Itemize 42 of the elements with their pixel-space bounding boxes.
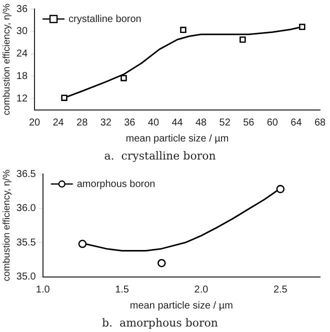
x-tick-label: 60	[266, 118, 278, 129]
x-tick-label: 20	[28, 118, 41, 129]
legend-label: amorphous boron	[76, 178, 156, 190]
x-axis-title: mean particle size / µm	[130, 300, 233, 312]
x-tick-label: 40	[148, 118, 160, 129]
x-tick-label: 48	[195, 118, 208, 129]
x-tick-label: 52	[219, 118, 231, 129]
y-tick-label: 30	[16, 26, 28, 38]
x-tick-label: 32	[100, 118, 112, 129]
point	[180, 26, 186, 34]
text: b. amorphous boron	[102, 316, 218, 330]
y-tick-label: 36	[16, 4, 28, 15]
y-tick-label: 35.0	[16, 272, 36, 283]
x-tick-label: 36	[124, 118, 136, 129]
x-tick-label: 68	[314, 118, 326, 129]
x-tick-label: 44	[172, 118, 184, 129]
y-tick-label: 36.5	[16, 168, 36, 180]
x-axis-title: mean particle size / µm	[126, 134, 229, 145]
point	[78, 240, 87, 248]
x-tick-label: 2.0	[194, 284, 209, 296]
legend-label: crystalline boron	[68, 14, 142, 25]
point	[61, 94, 68, 101]
y-tick-label: 35.5	[16, 237, 36, 248]
y-axis-title: combustion efficiency, η/%	[1, 3, 12, 116]
y-tick-label: 12	[16, 93, 28, 104]
point	[299, 24, 306, 30]
y-axis-title: combustion efficiency, η/%	[1, 169, 12, 282]
x-tick-label: 1.5	[115, 284, 130, 296]
y-tick-label: 36.0	[16, 203, 36, 214]
y-tick-label: 18	[16, 70, 28, 82]
x-tick-label: 28	[76, 118, 88, 129]
point	[157, 258, 166, 268]
x-tick-label: 64	[290, 118, 302, 129]
point	[276, 184, 285, 194]
point	[120, 74, 127, 82]
x-tick-label: 24	[52, 118, 64, 129]
x-tick-label: 56	[243, 118, 255, 129]
y-tick-label: 24	[16, 48, 28, 60]
x-tick-label: 2.5	[273, 284, 288, 296]
text: a. crystalline boron	[104, 149, 216, 162]
point	[240, 36, 246, 43]
x-tick-label: 1.0	[36, 284, 50, 296]
